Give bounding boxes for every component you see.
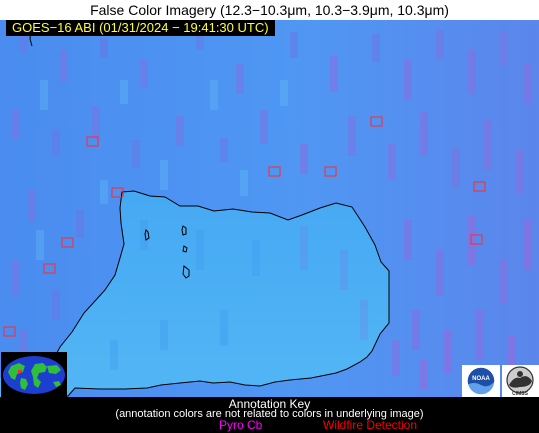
image-title: False Color Imagery (12.3−10.3μm, 10.3−3… — [0, 0, 539, 20]
wildfire-detection-box — [470, 234, 483, 245]
annotation-key-note: (annotation colors are not related to co… — [115, 408, 424, 420]
wildfire-detection-box — [61, 237, 74, 248]
annotation-key: Annotation Key (annotation colors are no… — [0, 397, 539, 433]
wildfire-detection-legend-label: Wildfire Detection — [323, 418, 418, 432]
wildfire-detection-box — [370, 116, 383, 127]
cimss-logo-text: CIMSS — [512, 391, 529, 397]
cimss-logo: CIMSS — [502, 365, 539, 397]
ocean-texture — [12, 28, 532, 390]
wildfire-detection-box — [324, 166, 337, 177]
wildfire-detection-box — [111, 187, 124, 198]
wildfire-detection-box — [3, 326, 16, 337]
wildfire-detection-box — [268, 166, 281, 177]
wildfire-detection-box — [43, 263, 56, 274]
annotation-key-title: Annotation Key — [228, 397, 311, 411]
wildfire-detection-box — [86, 136, 99, 147]
globe-locator-icon — [1, 352, 67, 397]
false-color-imagery — [0, 20, 539, 397]
wildfire-detection-box — [473, 181, 486, 192]
noaa-logo: NOAA — [462, 365, 500, 397]
wildfire-detections — [3, 116, 486, 337]
pyro-cb-legend-label: Pyro Cb — [219, 418, 263, 432]
timestamp-label: GOES−16 ABI (01/31/2024 − 19:41:30 UTC) — [6, 20, 275, 36]
ocean-highlights — [36, 80, 288, 260]
noaa-logo-text: NOAA — [472, 376, 490, 382]
